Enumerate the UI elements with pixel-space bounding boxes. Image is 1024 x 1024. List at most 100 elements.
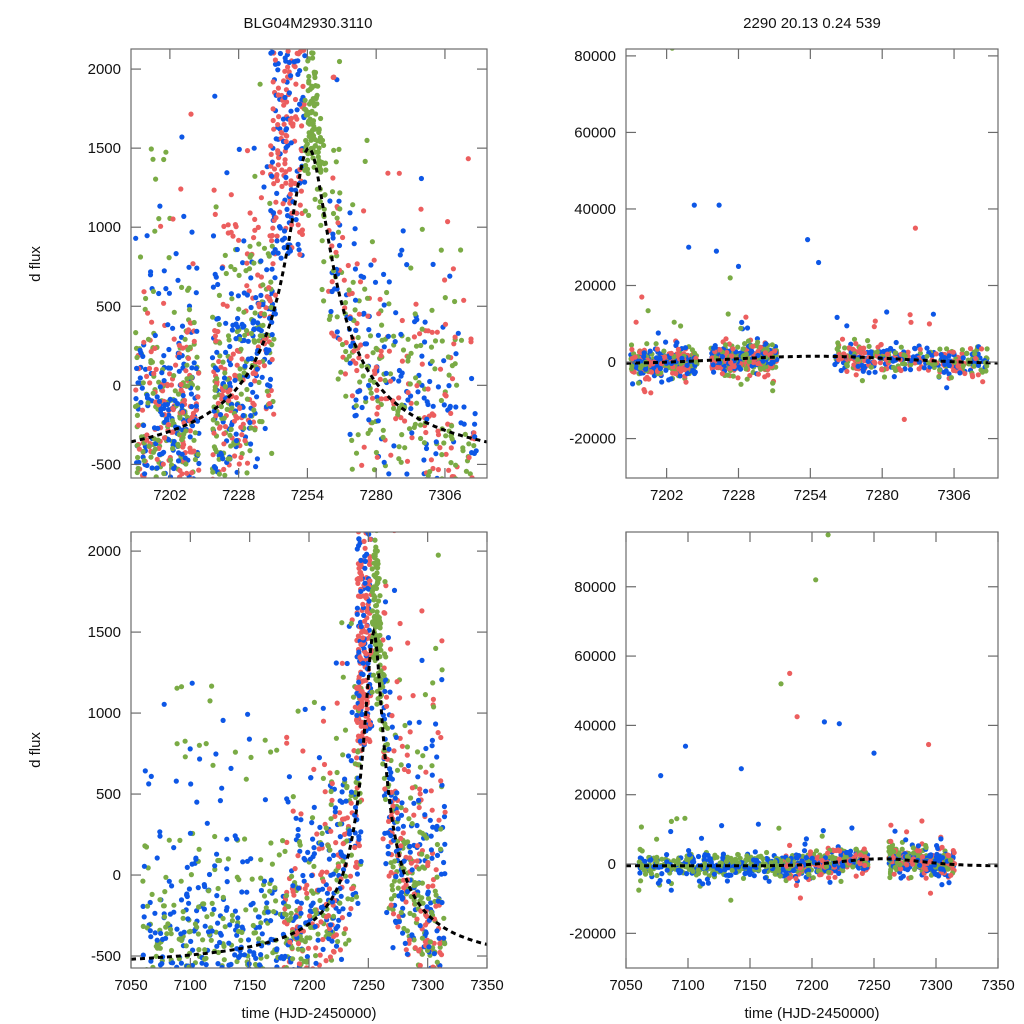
data-point-series-b [391, 748, 397, 754]
data-point-series-b [416, 514, 421, 519]
data-point-series-b [349, 393, 355, 399]
data-point-series-c [317, 897, 323, 904]
data-point-series-b [401, 766, 407, 773]
data-point-series-c [206, 888, 212, 894]
data-point-series-b [719, 371, 726, 377]
data-point-series-a [354, 546, 360, 552]
data-point-series-b [293, 40, 298, 45]
data-point-series-a [633, 363, 639, 369]
data-point-series-c [362, 158, 368, 164]
data-point-series-a [434, 852, 441, 859]
data-point-series-a [404, 262, 410, 268]
data-point-series-b [354, 261, 360, 267]
data-point-series-b [442, 392, 448, 398]
data-point-series-c [372, 537, 378, 543]
data-point-series-b [354, 507, 359, 512]
data-point-series-c [184, 362, 190, 368]
data-point-series-c [273, 898, 279, 904]
data-point-series-b [430, 883, 436, 889]
data-point-series-a [361, 310, 367, 316]
data-point-series-b [146, 517, 151, 522]
data-point-series-c [228, 426, 234, 432]
data-point-series-a [232, 377, 238, 383]
data-point-series-c [373, 602, 380, 609]
data-point-series-c [202, 947, 208, 953]
data-point-series-a [239, 889, 245, 895]
data-point-series-a [166, 525, 171, 530]
data-point-series-b [161, 300, 167, 306]
data-point-series-c [271, 909, 277, 915]
y-tick-label: 0 [113, 377, 121, 394]
data-point-series-a [215, 992, 220, 997]
data-point-series-a [189, 507, 194, 512]
data-point-series-b [316, 846, 322, 852]
data-point-series-a [258, 292, 264, 298]
data-point-series-a [372, 279, 379, 285]
data-point-series-b [236, 461, 242, 467]
data-point-series-a [430, 403, 436, 409]
data-point-series-a [348, 789, 355, 795]
data-point-series-b [632, 354, 638, 360]
data-point-series-c [252, 930, 259, 936]
data-point-series-c [410, 513, 415, 518]
data-point-series-b [318, 872, 324, 878]
data-point-series-a [657, 365, 664, 372]
data-point-series-b [437, 940, 443, 947]
data-point-series-b [167, 371, 173, 377]
data-point-series-c [375, 558, 381, 564]
data-point-series-a [930, 311, 937, 317]
data-point-series-b [275, 148, 281, 154]
data-point-series-a [180, 392, 186, 399]
data-point-series-b [217, 424, 223, 430]
data-point-series-b [446, 467, 452, 473]
data-point-series-c [844, 361, 850, 367]
data-point-series-a [282, 94, 288, 101]
data-point-series-b [384, 703, 390, 709]
data-point-series-b [639, 294, 645, 300]
data-point-series-b [149, 319, 155, 325]
data-point-series-c [217, 340, 223, 346]
data-point-series-c [138, 485, 143, 490]
data-point-series-a [154, 465, 160, 471]
data-point-series-c [405, 336, 411, 342]
data-point-series-a [960, 355, 966, 361]
data-point-series-a [400, 823, 406, 829]
data-point-series-a [359, 404, 365, 411]
data-point-series-a [267, 383, 273, 389]
y-tick-label: 80000 [574, 48, 616, 65]
data-point-series-a [252, 997, 257, 1002]
data-point-series-c [171, 373, 177, 379]
data-point-series-b [435, 730, 441, 736]
data-point-series-c [424, 854, 430, 860]
data-point-series-a [469, 488, 474, 493]
data-point-series-c [132, 403, 139, 410]
data-point-series-a [251, 318, 257, 324]
data-point-series-c [353, 894, 360, 900]
data-point-series-a [250, 389, 256, 395]
data-point-series-b [153, 366, 159, 372]
data-point-series-c [441, 508, 446, 513]
data-point-series-c [438, 846, 444, 852]
data-point-series-a [248, 413, 254, 419]
data-point-series-a [330, 235, 336, 241]
data-point-series-c [407, 381, 413, 387]
data-point-series-a [337, 834, 343, 840]
data-point-series-c [348, 852, 354, 858]
data-point-series-a [212, 93, 218, 99]
data-point-series-a [308, 775, 314, 781]
data-point-series-a [214, 893, 220, 899]
data-point-series-b [152, 345, 158, 351]
data-point-series-b [221, 506, 226, 511]
data-point-series-a [455, 477, 457, 478]
data-point-series-a [320, 946, 326, 953]
data-point-series-c [232, 749, 238, 755]
data-point-series-a [358, 557, 364, 564]
data-point-series-c [390, 864, 396, 870]
data-point-series-b [926, 321, 933, 327]
data-point-series-c [195, 1010, 200, 1015]
data-point-series-a [395, 826, 401, 832]
data-point-series-c [745, 338, 752, 344]
data-point-series-a [284, 206, 290, 212]
data-point-series-c [392, 858, 398, 864]
